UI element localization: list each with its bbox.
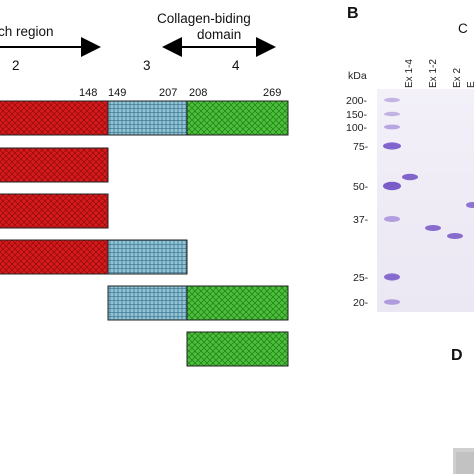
kda-label: kDa [348,70,367,82]
construct-red-blue [0,239,188,275]
band-ex1-2 [425,225,441,231]
segment-green [186,100,289,136]
lane-label-ex2: Ex 2 [452,68,463,88]
segment-green [186,331,289,367]
mw-200: 200- [346,95,368,107]
region-left-title: ch region [0,24,54,39]
ladder-band [384,97,400,103]
segment-blue [107,285,188,321]
construct-red-b [0,193,109,229]
residue-149: 149 [108,87,126,99]
ladder-lane [383,97,401,305]
panel-label-d: D [451,347,463,364]
exon-number-4: 4 [232,58,240,73]
residue-148: 148 [79,87,97,99]
exon-number-3: 3 [143,58,151,73]
mw-75: 75- [353,141,369,153]
mw-100: 100- [346,122,368,134]
residue-269: 269 [263,87,281,99]
ladder-band [383,142,401,150]
band-ex2 [447,233,463,239]
panel-d-image-texture [456,452,474,474]
region-right-title-line1: Collagen-biding [157,11,251,26]
mw-37: 37- [353,214,369,226]
construct-full [0,100,289,136]
region-right-title-line2: domain [197,27,241,42]
segment-red [0,193,109,229]
domain-diagram: ch region Collagen-biding domain 2 3 4 1… [0,11,289,367]
ladder-band [384,216,400,222]
segment-blue [107,239,188,275]
construct-blue-green [107,285,289,321]
segment-blue [107,100,188,136]
mw-25: 25- [353,272,369,284]
panel-label-c-partial: C [458,21,468,36]
mw-150: 150- [346,109,368,121]
ladder-band [384,111,400,117]
residue-207: 207 [159,87,177,99]
gel-panel: B C kDa Ex 1-4 Ex 1-2 Ex 2 E 200- 150- 1… [346,5,474,474]
lane-label-partial: E [466,81,474,88]
ladder-band [384,273,400,281]
ladder-band [384,299,400,305]
ladder-band [383,181,401,191]
mw-50: 50- [353,181,369,193]
construct-green [186,331,289,367]
segment-red [0,147,109,183]
band-ex1-4 [402,173,418,181]
residue-208: 208 [189,87,207,99]
lane-label-ex1-4: Ex 1-4 [404,59,415,88]
segment-red [0,239,109,275]
exon-number-2: 2 [12,58,20,73]
construct-red-a [0,147,109,183]
panel-label-b: B [347,5,359,22]
ladder-band [384,124,400,130]
band-partial [466,202,474,208]
mw-20: 20- [353,297,369,309]
segment-green [186,285,289,321]
lane-label-ex1-2: Ex 1-2 [428,59,439,88]
segment-red [0,100,109,136]
